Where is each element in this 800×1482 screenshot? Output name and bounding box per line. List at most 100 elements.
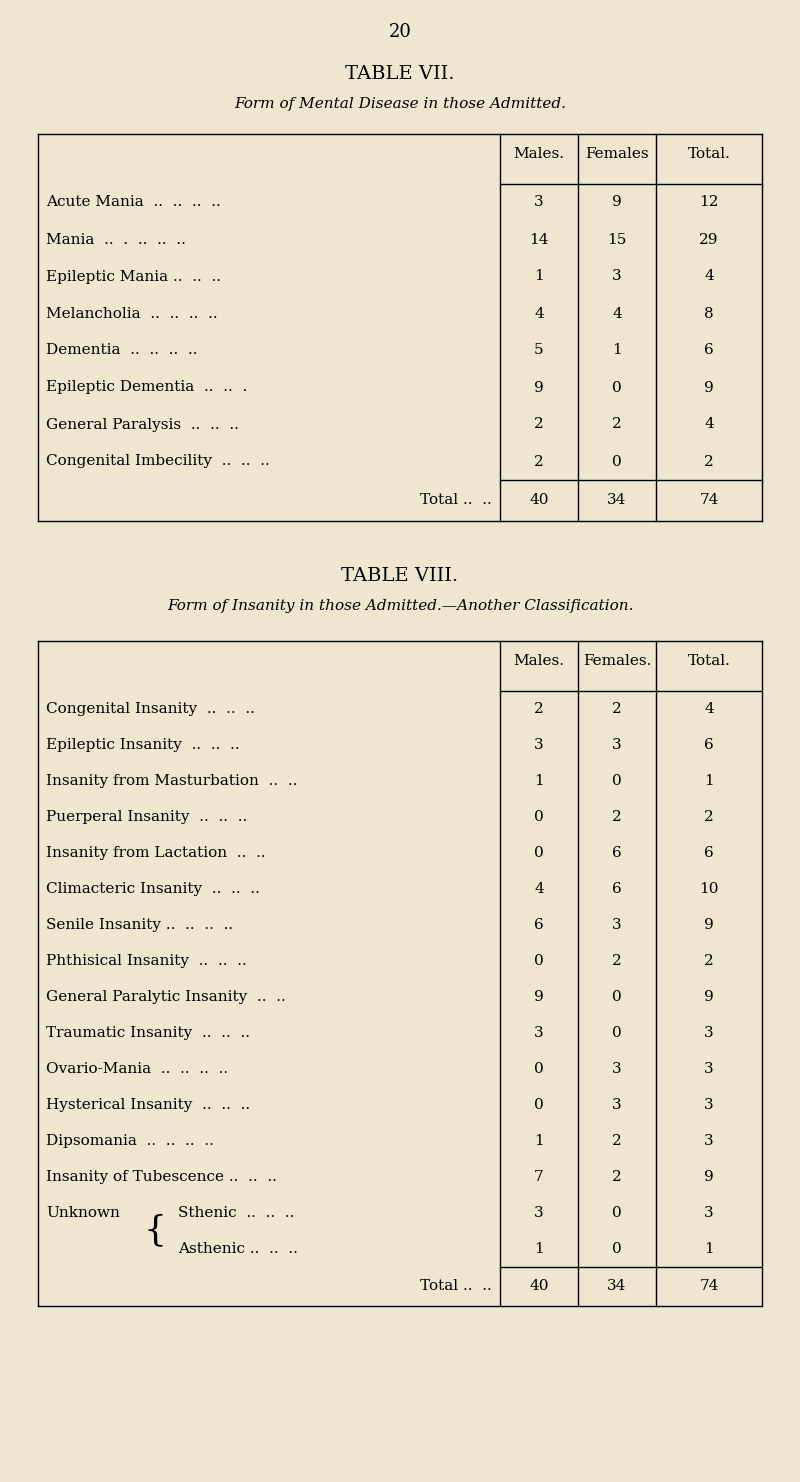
Text: General Paralysis  ..  ..  ..: General Paralysis .. .. ..	[46, 418, 239, 431]
Text: 0: 0	[534, 1061, 544, 1076]
Text: Dementia  ..  ..  ..  ..: Dementia .. .. .. ..	[46, 344, 198, 357]
Text: {: {	[143, 1214, 166, 1248]
Text: 34: 34	[607, 494, 626, 507]
Text: General Paralytic Insanity  ..  ..: General Paralytic Insanity .. ..	[46, 990, 286, 1003]
Text: Males.: Males.	[514, 654, 565, 668]
Text: 9: 9	[534, 381, 544, 394]
Text: Phthisical Insanity  ..  ..  ..: Phthisical Insanity .. .. ..	[46, 954, 246, 968]
Text: 1: 1	[534, 270, 544, 283]
Text: 9: 9	[704, 381, 714, 394]
Text: TABLE VIII.: TABLE VIII.	[342, 566, 458, 585]
Text: 2: 2	[612, 1169, 622, 1184]
Text: 7: 7	[534, 1169, 544, 1184]
Text: 1: 1	[534, 774, 544, 788]
Text: 40: 40	[530, 494, 549, 507]
Text: 1: 1	[704, 1242, 714, 1255]
Text: Females.: Females.	[583, 654, 651, 668]
Text: 0: 0	[612, 455, 622, 468]
Text: Insanity from Lactation  ..  ..: Insanity from Lactation .. ..	[46, 846, 266, 860]
Text: Melancholia  ..  ..  ..  ..: Melancholia .. .. .. ..	[46, 307, 218, 320]
Text: Epileptic Dementia  ..  ..  .: Epileptic Dementia .. .. .	[46, 381, 247, 394]
Text: 3: 3	[704, 1026, 714, 1040]
Text: 0: 0	[612, 774, 622, 788]
Text: Total ..  ..: Total .. ..	[420, 494, 492, 507]
Text: 2: 2	[612, 1134, 622, 1147]
Text: 0: 0	[534, 809, 544, 824]
Text: 4: 4	[534, 307, 544, 320]
Text: Acute Mania  ..  ..  ..  ..: Acute Mania .. .. .. ..	[46, 196, 221, 209]
Text: 0: 0	[534, 1098, 544, 1112]
Text: 2: 2	[612, 809, 622, 824]
Text: Total ..  ..: Total .. ..	[420, 1279, 492, 1294]
Text: Traumatic Insanity  ..  ..  ..: Traumatic Insanity .. .. ..	[46, 1026, 250, 1040]
Text: 0: 0	[612, 1242, 622, 1255]
Text: 3: 3	[534, 1026, 544, 1040]
Text: 4: 4	[704, 418, 714, 431]
Text: 4: 4	[534, 882, 544, 895]
Text: Epileptic Mania ..  ..  ..: Epileptic Mania .. .. ..	[46, 270, 221, 283]
Text: 3: 3	[534, 738, 544, 751]
Text: 4: 4	[612, 307, 622, 320]
Text: 12: 12	[699, 196, 718, 209]
Text: 10: 10	[699, 882, 718, 895]
Text: 9: 9	[704, 990, 714, 1003]
Text: 2: 2	[704, 809, 714, 824]
Text: 29: 29	[699, 233, 718, 246]
Text: 3: 3	[534, 1206, 544, 1220]
Text: 2: 2	[612, 954, 622, 968]
Text: 3: 3	[612, 1061, 622, 1076]
Text: 4: 4	[704, 270, 714, 283]
Text: 6: 6	[534, 917, 544, 932]
Text: 1: 1	[704, 774, 714, 788]
Text: 0: 0	[612, 1026, 622, 1040]
Text: Total.: Total.	[687, 147, 730, 162]
Text: Total.: Total.	[687, 654, 730, 668]
Text: 0: 0	[612, 381, 622, 394]
Text: Sthenic  ..  ..  ..: Sthenic .. .. ..	[178, 1206, 294, 1220]
Text: 9: 9	[704, 917, 714, 932]
Text: Hysterical Insanity  ..  ..  ..: Hysterical Insanity .. .. ..	[46, 1098, 250, 1112]
Text: 6: 6	[704, 846, 714, 860]
Text: 3: 3	[534, 196, 544, 209]
Text: 2: 2	[534, 701, 544, 716]
Text: Puerperal Insanity  ..  ..  ..: Puerperal Insanity .. .. ..	[46, 809, 247, 824]
Text: Climacteric Insanity  ..  ..  ..: Climacteric Insanity .. .. ..	[46, 882, 260, 895]
Text: 9: 9	[612, 196, 622, 209]
Text: Mania  ..  .  ..  ..  ..: Mania .. . .. .. ..	[46, 233, 186, 246]
Text: 0: 0	[534, 954, 544, 968]
Text: 20: 20	[389, 24, 411, 41]
Text: 14: 14	[530, 233, 549, 246]
Text: 3: 3	[704, 1134, 714, 1147]
Text: 15: 15	[607, 233, 626, 246]
Text: 34: 34	[607, 1279, 626, 1294]
Text: Senile Insanity ..  ..  ..  ..: Senile Insanity .. .. .. ..	[46, 917, 233, 932]
Text: 9: 9	[704, 1169, 714, 1184]
Text: Form of Mental Disease in those Admitted.: Form of Mental Disease in those Admitted…	[234, 96, 566, 111]
Text: Dipsomania  ..  ..  ..  ..: Dipsomania .. .. .. ..	[46, 1134, 214, 1147]
Text: Form of Insanity in those Admitted.—Another Classification.: Form of Insanity in those Admitted.—Anot…	[166, 599, 634, 612]
Text: Congenital Imbecility  ..  ..  ..: Congenital Imbecility .. .. ..	[46, 455, 270, 468]
Text: Congenital Insanity  ..  ..  ..: Congenital Insanity .. .. ..	[46, 701, 255, 716]
Text: 4: 4	[704, 701, 714, 716]
Text: 2: 2	[704, 954, 714, 968]
Text: 1: 1	[534, 1242, 544, 1255]
Text: 8: 8	[704, 307, 714, 320]
Text: 6: 6	[704, 738, 714, 751]
Text: 3: 3	[704, 1061, 714, 1076]
Text: 3: 3	[612, 738, 622, 751]
Text: Insanity from Masturbation  ..  ..: Insanity from Masturbation .. ..	[46, 774, 298, 788]
Text: 3: 3	[612, 1098, 622, 1112]
Text: TABLE VII.: TABLE VII.	[346, 65, 454, 83]
Text: 74: 74	[699, 494, 718, 507]
Text: Asthenic ..  ..  ..: Asthenic .. .. ..	[178, 1242, 298, 1255]
Text: Males.: Males.	[514, 147, 565, 162]
Text: Epileptic Insanity  ..  ..  ..: Epileptic Insanity .. .. ..	[46, 738, 240, 751]
Text: 2: 2	[612, 418, 622, 431]
Text: Insanity of Tubescence ..  ..  ..: Insanity of Tubescence .. .. ..	[46, 1169, 277, 1184]
Text: Ovario-Mania  ..  ..  ..  ..: Ovario-Mania .. .. .. ..	[46, 1061, 228, 1076]
Text: 9: 9	[534, 990, 544, 1003]
Text: 0: 0	[534, 846, 544, 860]
Text: 40: 40	[530, 1279, 549, 1294]
Text: Females: Females	[585, 147, 649, 162]
Text: 3: 3	[704, 1098, 714, 1112]
